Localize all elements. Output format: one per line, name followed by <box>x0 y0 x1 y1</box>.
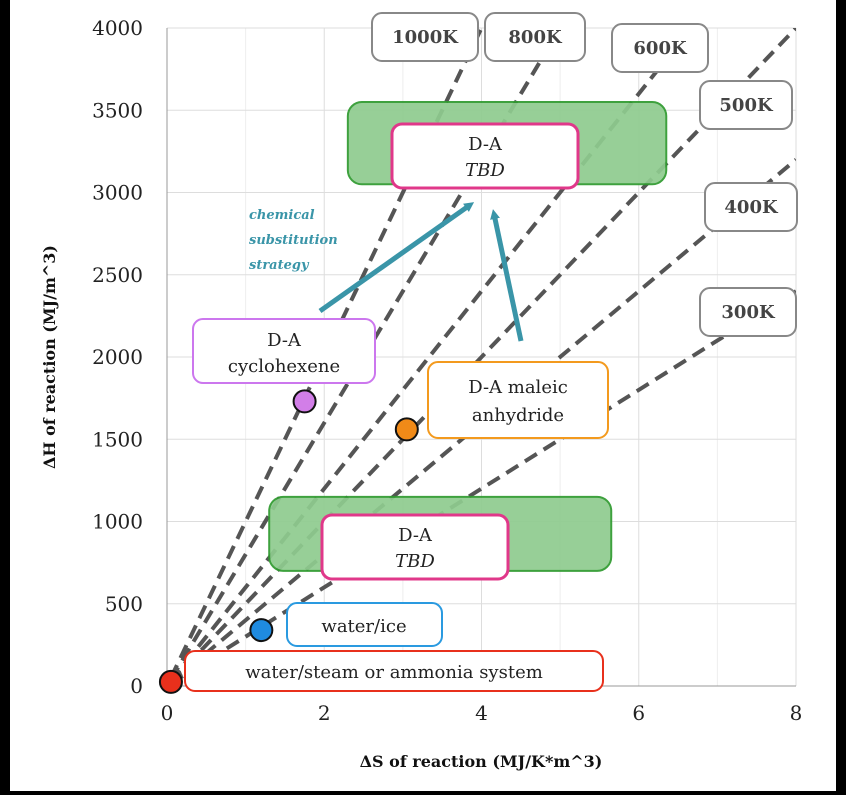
y-axis-label: ΔH of reaction (MJ/m^3) <box>40 245 59 469</box>
y-tick-label: 2000 <box>92 345 143 369</box>
substitution-arrows <box>318 202 524 342</box>
temperature-label: 600K <box>633 38 688 59</box>
temperature-label: 400K <box>724 197 779 218</box>
point-label: water/steam or ammonia system <box>245 662 543 683</box>
y-tick-label: 2500 <box>92 263 143 287</box>
x-axis-label: ΔS of reaction (MJ/K*m^3) <box>360 752 603 771</box>
point-label: cyclohexene <box>228 356 340 377</box>
point-label-box <box>427 361 609 439</box>
y-tick-label: 1500 <box>92 427 143 451</box>
temperature-label: 300K <box>721 302 776 323</box>
y-tick-label: 4000 <box>92 16 143 40</box>
point-label-box <box>192 318 376 384</box>
y-tick-label: 3000 <box>92 181 143 205</box>
temperature-line-500K <box>169 28 796 684</box>
temperature-label: 500K <box>719 95 774 116</box>
tbd-box <box>390 122 580 190</box>
x-tick-label: 2 <box>318 701 331 725</box>
region-label-line2: TBD <box>465 160 505 181</box>
data-point <box>158 669 183 694</box>
x-tick-label: 6 <box>632 701 645 725</box>
point-label: water/ice <box>321 616 406 637</box>
arrow-from-cyclohexene <box>318 202 475 314</box>
point-label: D-A <box>267 330 302 351</box>
point-label: anhydride <box>472 405 564 426</box>
point-labels: 1000K 800K 600K 500K 400K 300K D-A TBD D-A TBD wat… <box>184 12 798 692</box>
temperature-label-box <box>371 12 479 62</box>
temperature-label-box <box>699 287 797 337</box>
temperature-label-box <box>704 182 798 232</box>
data-point <box>249 618 274 643</box>
axis-ticks: 0 2 4 6 8 0 500 1000 1500 2000 2500 3000 3500 4000 <box>92 16 802 725</box>
temperature-label: 1000K <box>392 27 459 48</box>
temperature-label: 800K <box>508 27 563 48</box>
x-tick-label: 8 <box>790 701 803 725</box>
point-label-box <box>184 650 604 692</box>
region-label-line1: D-A <box>468 134 503 155</box>
y-tick-label: 3500 <box>92 98 143 122</box>
point-label-box <box>286 602 443 647</box>
y-tick-label: 500 <box>105 592 143 616</box>
x-tick-label: 0 <box>161 701 174 725</box>
temperature-label-box <box>611 23 709 73</box>
data-point <box>292 389 317 414</box>
region-label-line2: TBD <box>395 551 435 572</box>
point-label: D-A maleic <box>468 377 568 398</box>
data-point <box>394 417 419 442</box>
temperature-label-box <box>699 80 793 130</box>
region-label-line1: D-A <box>398 525 433 546</box>
temperature-label-box <box>484 12 586 62</box>
data-points <box>158 389 419 694</box>
tbd-box <box>320 513 510 581</box>
arrow-from-maleic <box>490 209 524 342</box>
annotation-text: chemical substitution strategy <box>249 208 342 273</box>
x-tick-label: 4 <box>475 701 488 725</box>
y-tick-label: 1000 <box>92 510 143 534</box>
y-tick-label: 0 <box>130 674 143 698</box>
temperature-line-300K <box>169 289 796 686</box>
